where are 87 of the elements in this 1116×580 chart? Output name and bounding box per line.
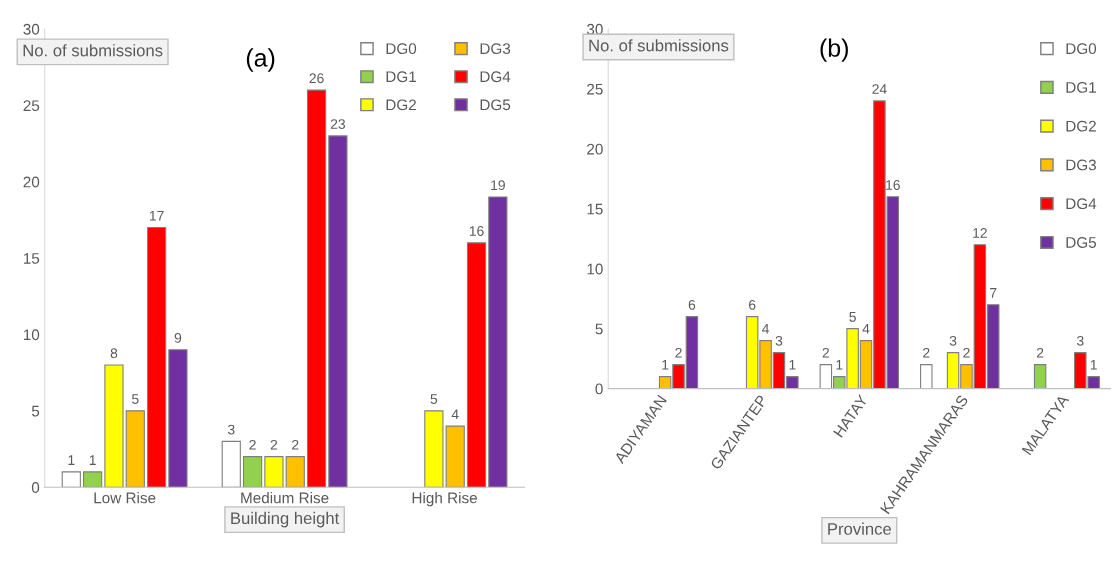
data-label: 9	[174, 332, 182, 343]
legend-label: DG0	[386, 43, 417, 55]
y-tick-label: 0	[595, 383, 603, 395]
data-label: 7	[990, 288, 997, 298]
data-label: 6	[688, 299, 696, 310]
data-label: 4	[451, 409, 459, 420]
legend-label: DG4	[480, 71, 511, 83]
x-tick-label: High Rise	[412, 492, 477, 507]
legend-label: DG0	[1066, 43, 1097, 55]
legend-label: DG4	[1066, 198, 1097, 210]
legend-label: DG3	[480, 43, 511, 55]
data-label: 2	[270, 439, 278, 450]
data-label: 3	[1076, 335, 1084, 346]
data-label: 16	[886, 180, 900, 190]
data-label: 1	[789, 360, 796, 370]
data-label: 23	[330, 119, 346, 129]
bar	[466, 242, 487, 488]
data-label: 16	[469, 226, 484, 236]
y-tick-label: 10	[587, 263, 603, 275]
data-label: 17	[149, 210, 164, 221]
data-label: 4	[862, 324, 870, 334]
bar	[306, 89, 327, 488]
bar	[125, 410, 145, 488]
bar	[488, 196, 508, 488]
data-label: 8	[110, 348, 118, 359]
data-label: 4	[762, 324, 770, 334]
bar	[285, 456, 305, 488]
data-label: 1	[1090, 360, 1097, 370]
data-label: 19	[491, 180, 505, 191]
y-tick-label: 5	[31, 405, 40, 417]
bar	[61, 471, 81, 488]
x-tick-label: Low Rise	[94, 492, 156, 504]
bar	[104, 364, 124, 488]
data-label: 5	[849, 312, 856, 322]
data-label: 5	[430, 394, 438, 404]
legend-label: DG5	[480, 99, 511, 111]
data-label: 24	[872, 84, 887, 94]
data-label: 5	[131, 394, 139, 404]
legend-label: DG5	[1066, 237, 1097, 248]
data-label: 2	[249, 439, 256, 450]
y-tick-label: 20	[587, 143, 603, 155]
data-label: 3	[949, 335, 957, 346]
bar	[920, 364, 933, 389]
y-tick-label: 20	[23, 176, 40, 188]
y-tick-label: 10	[23, 329, 40, 341]
data-label: 3	[775, 335, 783, 346]
y-tick-label: 0	[31, 482, 40, 493]
legend-label: DG2	[386, 99, 416, 111]
y-tick-label: 25	[587, 83, 603, 95]
data-label: 12	[973, 228, 987, 238]
legend-label: DG3	[1066, 159, 1096, 171]
data-label: 2	[822, 347, 830, 358]
bar	[168, 349, 188, 488]
data-label: 1	[662, 360, 669, 370]
data-label: 1	[836, 360, 843, 370]
bar	[328, 135, 348, 488]
data-label: 2	[1036, 347, 1044, 358]
bar	[1033, 364, 1047, 389]
y-tick-label: 5	[595, 323, 603, 335]
x-axis-title: Province	[828, 522, 891, 535]
bar	[83, 471, 103, 488]
data-label: 2	[923, 347, 930, 358]
y-tick-label: 15	[23, 253, 40, 264]
y-axis-title: No. of submissions	[589, 39, 729, 52]
data-label: 3	[227, 424, 235, 435]
legend-label: DG1	[386, 71, 416, 83]
legend-label: DG2	[1066, 120, 1096, 132]
data-label: 2	[292, 439, 299, 450]
data-label: 1	[89, 455, 96, 465]
data-label: 2	[963, 347, 970, 358]
x-axis-title: Building height	[231, 511, 340, 528]
y-axis-title: No. of submissions	[23, 44, 163, 57]
y-tick-label: 25	[23, 100, 40, 112]
bar	[242, 456, 263, 488]
chart-title: (b)	[820, 38, 848, 62]
bar	[221, 440, 241, 488]
y-tick-label: 30	[23, 23, 40, 35]
bar	[146, 226, 167, 488]
x-tick-label: Medium Rise	[241, 492, 329, 504]
bar	[264, 456, 284, 488]
y-tick-label: 15	[587, 203, 603, 215]
data-label: 26	[309, 73, 324, 84]
legend-label: DG1	[1066, 82, 1096, 93]
text: (a)	[246, 48, 275, 72]
data-label: 1	[68, 455, 75, 465]
data-label: 6	[749, 299, 756, 310]
data-label: 2	[675, 347, 682, 358]
